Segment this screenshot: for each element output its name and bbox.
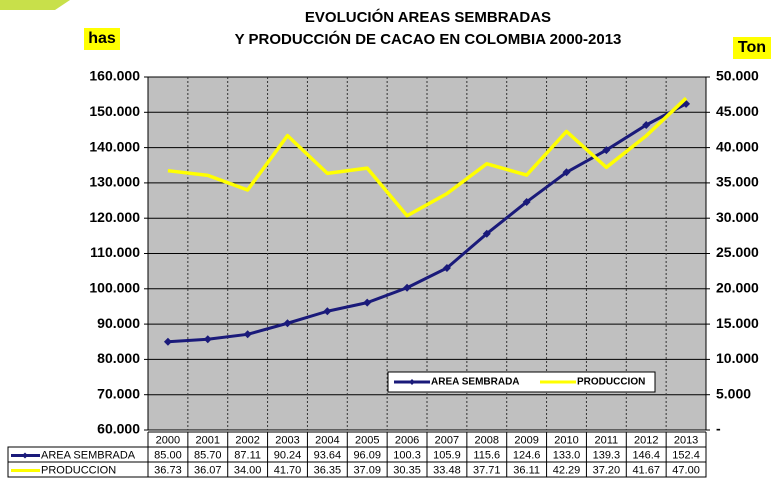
marker [442, 263, 451, 272]
y2-tick-label: - [716, 421, 721, 437]
x-tick-label: 2002 [235, 434, 259, 446]
x-tick-label: 2005 [355, 434, 379, 446]
marker [562, 168, 571, 177]
y2-tick-label: 10.000 [716, 350, 759, 366]
table-cell: 37.20 [593, 464, 621, 476]
y-tick-label: 70.000 [97, 385, 140, 401]
table-cell: 152.4 [672, 449, 700, 461]
marker [403, 283, 412, 292]
x-tick-label: 2001 [196, 434, 220, 446]
y2-tick-label: 30.000 [716, 209, 759, 225]
marker [323, 307, 332, 316]
x-tick-label: 2009 [514, 434, 538, 446]
table-cell: 36.07 [194, 464, 222, 476]
marker [602, 146, 611, 155]
y2-tick-label: 5.000 [716, 385, 751, 401]
table-cell: 33.48 [433, 464, 461, 476]
y-axis-label: has [88, 30, 116, 47]
x-tick-label: 2003 [275, 434, 299, 446]
y-tick-label: 100.000 [89, 280, 140, 296]
y2-tick-label: 40.000 [716, 138, 759, 154]
table-cell: 146.4 [632, 449, 660, 461]
legend-label: PRODUCCION [577, 377, 645, 388]
y-tick-label: 60.000 [97, 421, 140, 437]
chart-subtitle: Y PRODUCCIÓN DE CACAO EN COLOMBIA 2000-2… [235, 30, 622, 48]
y2-tick-label: 20.000 [716, 280, 759, 296]
x-tick-label: 2011 [595, 434, 619, 446]
table-cell: 93.64 [314, 449, 342, 461]
table-cell: 90.24 [274, 449, 302, 461]
marker [482, 229, 491, 238]
table-cell: 41.70 [274, 464, 302, 476]
x-tick-label: 2004 [315, 434, 339, 446]
table-cell: 37.09 [353, 464, 381, 476]
x-tick-label: 2010 [554, 434, 578, 446]
table-cell: 87.11 [234, 449, 261, 461]
table-cell: 30.35 [393, 464, 421, 476]
table-cell: 100.3 [393, 449, 421, 461]
x-tick-label: 2013 [674, 434, 698, 446]
y2-axis-label: Ton [738, 39, 766, 56]
table-cell: 85.00 [154, 449, 182, 461]
table-cell: 41.67 [632, 464, 660, 476]
y2-label-bg [733, 37, 771, 59]
marker [363, 298, 372, 307]
y-tick-label: 160.000 [89, 68, 140, 84]
marker [283, 319, 292, 328]
y2-tick-label: 50.000 [716, 68, 759, 84]
y-tick-label: 140.000 [89, 138, 140, 154]
chart-title: EVOLUCIÓN AREAS SEMBRADAS [305, 8, 551, 26]
x-tick-label: 2000 [156, 434, 180, 446]
table-cell: 37.71 [473, 464, 501, 476]
marker [203, 335, 212, 344]
marker [243, 330, 252, 339]
x-tick-label: 2012 [634, 434, 658, 446]
y2-tick-label: 35.000 [716, 174, 759, 190]
y-label-bg [84, 28, 120, 50]
legend [387, 371, 656, 393]
table-legend-marker [22, 452, 28, 459]
legend-label: AREA SEMBRADA [431, 377, 520, 388]
legend-marker [409, 379, 415, 385]
table-cell: 36.11 [513, 464, 540, 476]
y-tick-label: 150.000 [89, 103, 140, 119]
table-cell: 105.9 [433, 449, 461, 461]
y2-tick-label: 45.000 [716, 103, 759, 119]
table-row-label: AREA SEMBRADA [41, 449, 136, 461]
table-cell: 36.73 [154, 464, 182, 476]
y2-tick-label: 15.000 [716, 315, 759, 331]
table-cell: 36.35 [314, 464, 342, 476]
table-cell: 139.3 [593, 449, 621, 461]
series-line [167, 102, 687, 344]
table-cell: 34.00 [234, 464, 262, 476]
decoration [0, 0, 70, 10]
y-tick-label: 90.000 [97, 315, 140, 331]
marker [642, 121, 651, 130]
table-cell: 115.6 [473, 449, 500, 461]
series-line [167, 96, 688, 218]
table-cell: 96.09 [353, 449, 381, 461]
table-cell: 133.0 [553, 449, 581, 461]
table-cell: 42.29 [553, 464, 581, 476]
y-tick-label: 120.000 [89, 209, 140, 225]
y-tick-label: 80.000 [97, 350, 140, 366]
x-tick-label: 2006 [395, 434, 419, 446]
y2-tick-label: 25.000 [716, 244, 759, 260]
y-tick-label: 110.000 [90, 244, 140, 260]
table-cell: 47.00 [672, 464, 700, 476]
x-tick-label: 2008 [475, 434, 499, 446]
marker [163, 337, 172, 346]
table-cell: 124.6 [513, 449, 541, 461]
marker [522, 197, 531, 206]
x-tick-label: 2007 [435, 434, 459, 446]
table-cell: 85.70 [194, 449, 222, 461]
table-row-label: PRODUCCION [41, 464, 116, 476]
y-tick-label: 130.000 [89, 174, 140, 190]
